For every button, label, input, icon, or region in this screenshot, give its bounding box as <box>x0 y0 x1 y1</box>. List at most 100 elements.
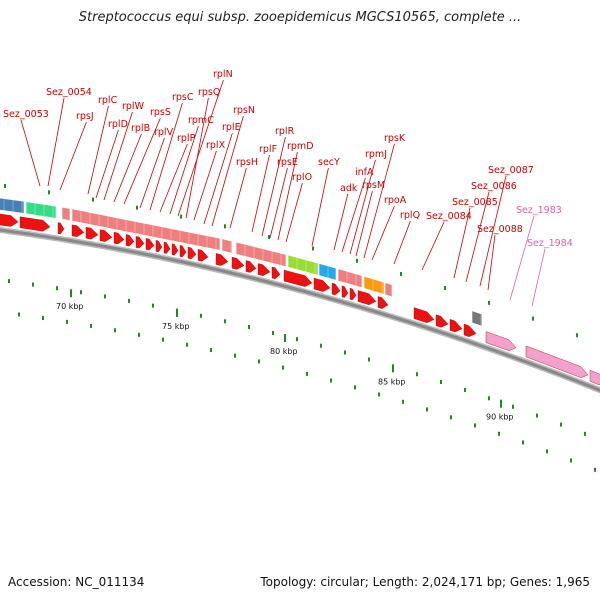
label-leader <box>393 220 411 265</box>
gene-arrow <box>313 277 331 292</box>
gene-arrow <box>135 236 145 249</box>
scale-tick <box>570 458 572 463</box>
scale-tick <box>138 332 140 337</box>
gene-block <box>71 208 221 251</box>
gene-label: rpsN <box>233 105 255 116</box>
gene-block <box>318 263 337 281</box>
gene-label: rplX <box>206 140 226 151</box>
gene-label: rpmD <box>287 141 314 152</box>
label-leader <box>95 129 119 199</box>
label-leader <box>20 119 41 187</box>
label-leader <box>47 97 65 187</box>
gene-arrow <box>171 243 179 256</box>
scale-tick <box>224 319 226 324</box>
label-leader <box>149 102 183 211</box>
scale-tick <box>512 404 514 409</box>
scale-tick <box>560 422 562 427</box>
gene-label: rplD <box>108 119 128 130</box>
major-tick <box>70 289 72 298</box>
scale-tick <box>104 294 106 299</box>
scale-tick <box>272 330 274 335</box>
gene-label: Sez_0088 <box>477 224 523 235</box>
gene-arrow <box>245 260 257 273</box>
scale-tick <box>306 371 308 376</box>
gene-label: rpsM <box>362 180 385 191</box>
gene-arrow <box>377 296 389 309</box>
scale-tick <box>296 337 298 342</box>
gene-block <box>471 310 483 327</box>
tick-label: 80 kbp <box>270 347 298 356</box>
gene-label: infA <box>355 167 374 178</box>
gene-arrow <box>341 285 349 298</box>
track-tick <box>532 316 534 321</box>
accession-text: Accession: NC_011134 <box>8 575 145 589</box>
scale-tick <box>330 378 332 383</box>
gene-label: rpsS <box>150 107 171 118</box>
scale-tick <box>426 407 428 412</box>
gene-label: rplP <box>177 133 196 144</box>
pseudogene-arrow <box>589 369 600 386</box>
scale-tick <box>248 325 250 330</box>
pseudogene-arrow <box>525 345 589 378</box>
scale-tick <box>464 388 466 393</box>
gene-label: rplV <box>154 127 174 138</box>
gene-arrow <box>163 241 171 254</box>
scale-tick <box>234 353 236 358</box>
label-leader <box>371 205 395 261</box>
gene-arrow <box>197 249 209 262</box>
gene-arrow <box>271 266 281 280</box>
track-tick <box>488 300 490 305</box>
label-leader <box>169 125 199 215</box>
track-tick <box>444 285 446 290</box>
scale-tick <box>440 379 442 384</box>
gene-arrow <box>113 232 125 245</box>
gene-label: rpmJ <box>365 149 387 160</box>
gene-arrow <box>349 287 357 301</box>
gene-label: secY <box>318 157 340 168</box>
gene-label: Sez_0084 <box>426 211 472 222</box>
gene-label: rpsK <box>384 133 406 144</box>
label-leader <box>177 79 224 217</box>
label-leader <box>479 175 507 287</box>
track-tick <box>356 258 358 263</box>
scale-tick <box>474 423 476 428</box>
label-leader <box>349 159 376 255</box>
track-tick <box>224 224 226 229</box>
scale-tick <box>378 392 380 397</box>
track-tick <box>576 333 578 338</box>
gene-arrow <box>283 269 313 287</box>
scale-tick <box>344 350 346 355</box>
label-layer: Sez_0053 Sez_0054 rpsJ rplC rplD rplW rplBrpsS… <box>3 69 573 249</box>
backbone-line <box>0 228 600 392</box>
gene-arrow <box>257 263 271 276</box>
gene-label: Sez_1983 <box>516 205 562 216</box>
gene-arrow <box>125 234 135 247</box>
track-tick <box>180 214 182 219</box>
scale-tick <box>80 290 82 295</box>
label-leader <box>203 132 233 225</box>
track-tick <box>4 184 6 188</box>
gene-label: Sez_0086 <box>471 181 517 192</box>
tick-label: 75 kbp <box>162 322 190 331</box>
scale-tick <box>210 348 212 353</box>
scale-tick <box>18 312 20 317</box>
scale-tick <box>128 298 130 303</box>
gene-label: rplF <box>259 144 277 155</box>
scale-tick <box>66 319 68 324</box>
gene-arrow <box>19 216 51 232</box>
map-title: Streptococcus equi subsp. zooepidemicus … <box>78 10 522 25</box>
scale-tick <box>56 286 58 291</box>
gene-label: rplR <box>275 126 295 137</box>
track-tick <box>312 246 314 251</box>
label-leader <box>123 117 161 205</box>
scale-tick <box>90 323 92 328</box>
gene-arrow <box>231 256 245 270</box>
gene-label: rplB <box>131 123 150 134</box>
label-leader <box>509 215 535 301</box>
gene-label: Sez_0054 <box>46 87 92 98</box>
gene-arrow <box>449 319 463 333</box>
pseudogene-arrow <box>485 331 517 351</box>
genome-summary-text: Topology: circular; Length: 2,024,171 bp… <box>260 575 590 589</box>
label-leader <box>113 133 142 203</box>
